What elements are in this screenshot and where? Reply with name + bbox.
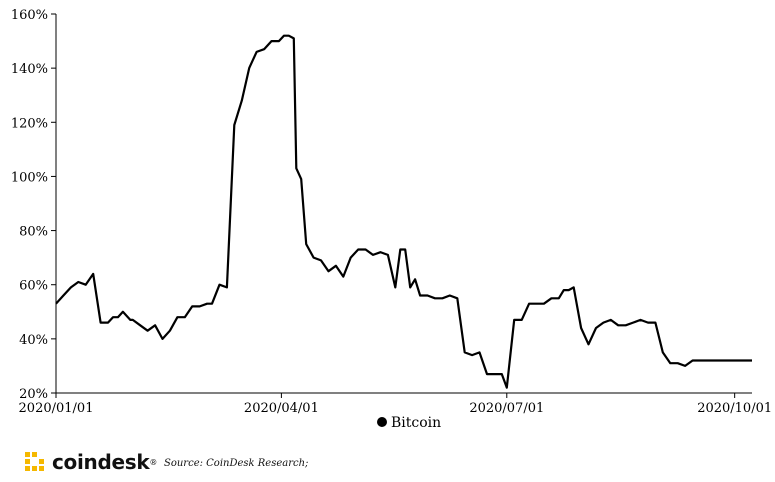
y-tick-label: 100% bbox=[11, 170, 48, 185]
series-line-bitcoin bbox=[55, 34, 752, 389]
x-tick-label: 2020/01/01 bbox=[19, 401, 94, 416]
legend: Bitcoin bbox=[377, 415, 441, 431]
source-note: Source: CoinDesk Research; bbox=[164, 458, 309, 469]
coindesk-mark-icon bbox=[25, 452, 44, 471]
y-tick-label: 20% bbox=[19, 387, 48, 402]
y-tick-label: 160% bbox=[11, 8, 48, 23]
y-axis: 20% 40% 60% 80% 100% 120% 140% 160% bbox=[11, 8, 57, 402]
y-tick-label: 140% bbox=[11, 62, 48, 77]
y-tick-label: 40% bbox=[19, 333, 48, 348]
y-tick-label: 120% bbox=[11, 116, 48, 131]
legend-label-bitcoin: Bitcoin bbox=[391, 415, 441, 431]
legend-marker-bitcoin bbox=[377, 417, 387, 427]
x-tick-label: 2020/10/01 bbox=[697, 401, 772, 416]
y-tick-label: 80% bbox=[19, 225, 48, 240]
x-tick-label: 2020/07/01 bbox=[469, 401, 544, 416]
brand-name: coindesk bbox=[52, 450, 150, 474]
coindesk-logo: coindesk ® bbox=[24, 450, 157, 474]
footer: coindesk ® Source: CoinDesk Research; bbox=[24, 450, 764, 478]
brand-registered-mark: ® bbox=[149, 457, 158, 467]
y-tick-label: 60% bbox=[19, 279, 48, 294]
x-tick-label: 2020/04/01 bbox=[244, 401, 319, 416]
x-axis: 2020/01/01 2020/04/01 2020/07/01 2020/10/01 bbox=[19, 392, 772, 416]
chart: 20%40%60%80%100%120%140%160% 2020/01/01 2… bbox=[11, 8, 772, 431]
